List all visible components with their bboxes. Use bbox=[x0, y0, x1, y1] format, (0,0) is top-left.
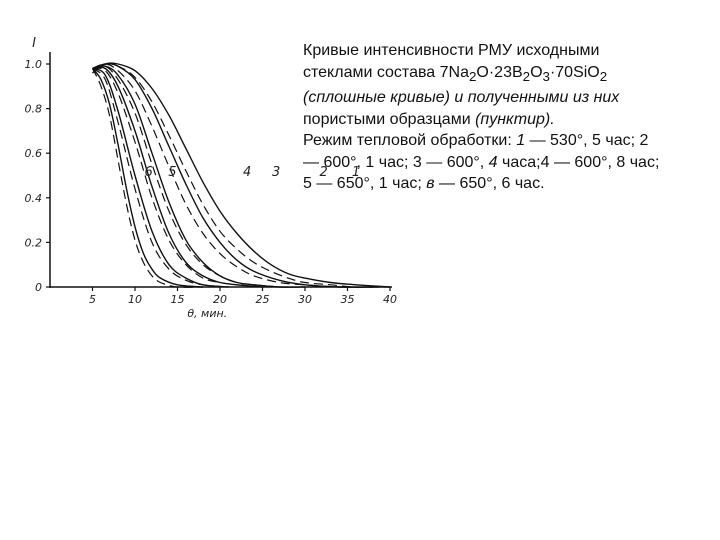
caption-subscript: 2 bbox=[468, 68, 477, 84]
y-axis-title: I bbox=[32, 36, 36, 51]
series-4-dashed-line bbox=[92, 67, 263, 288]
caption-text: O·23B bbox=[476, 63, 523, 81]
caption-text: 1 bbox=[516, 132, 526, 150]
curve-label-4: 4 bbox=[243, 165, 251, 180]
caption-text: часа;4 — 600°, 8 час; bbox=[497, 153, 660, 171]
caption-text: (сплошные кривые) и полученными из них bbox=[303, 89, 620, 107]
x-tick-label: 30 bbox=[298, 293, 312, 306]
curve-label-5: 5 bbox=[168, 165, 176, 180]
caption-line-1: Кривые интенсивности РМУ исходными bbox=[303, 40, 713, 62]
chart-series bbox=[91, 62, 391, 288]
x-tick-label: 15 bbox=[171, 293, 185, 306]
y-tick-label: 0.8 bbox=[25, 103, 43, 116]
x-tick-label: 10 bbox=[128, 293, 142, 306]
series-6-dashed-line bbox=[91, 68, 204, 288]
curve-label-2: 2 bbox=[320, 165, 328, 180]
caption-line-6: — 600°, 1 час; 3 — 600°, 4 часа;4 — 600°… bbox=[303, 152, 713, 174]
caption-text: Кривые интенсивности РМУ исходными bbox=[303, 42, 600, 59]
x-tick-label: 40 bbox=[383, 293, 397, 306]
caption-text: — 650°, 6 час. bbox=[434, 175, 545, 193]
curve-label-6: 6 bbox=[144, 165, 152, 180]
y-tick-label: 1.0 bbox=[25, 58, 43, 71]
caption-subscript: 3 bbox=[542, 68, 550, 84]
caption-subscript: 2 bbox=[599, 68, 608, 84]
caption-text: 4 bbox=[488, 153, 498, 171]
caption-line-7: 5 — 650°, 1 час; в — 650°, 6 час. bbox=[303, 173, 713, 195]
y-tick-label: 0.2 bbox=[25, 236, 43, 249]
caption-text: в bbox=[426, 175, 435, 193]
caption-line-2: стеклами состава 7Na2O·23B2O3·70SiO2 bbox=[303, 62, 713, 88]
x-tick-label: 5 bbox=[89, 293, 96, 306]
caption-text: (пунктир). bbox=[475, 110, 555, 128]
x-tick-label: 20 bbox=[213, 293, 227, 306]
series-3-dashed-line bbox=[92, 65, 280, 288]
x-tick-label: 35 bbox=[341, 293, 355, 306]
caption-text: пористыми образцами bbox=[303, 110, 476, 128]
caption-text: 5 — 650°, 1 час; bbox=[303, 175, 427, 193]
y-tick-label: 0.4 bbox=[25, 192, 43, 205]
x-axis-title: θ, мин. bbox=[187, 307, 227, 320]
caption-text: Режим тепловой обработки: bbox=[303, 132, 517, 150]
series-1-solid-line bbox=[92, 62, 391, 288]
y-tick-label: 0.6 bbox=[25, 147, 43, 160]
series-6-solid-line bbox=[91, 68, 204, 288]
caption-text: — 600°, 1 час; 3 — 600°, bbox=[303, 153, 489, 171]
series-3-solid-line bbox=[92, 65, 306, 288]
y-tick-label: 0 bbox=[35, 281, 42, 294]
curve-label-3: 3 bbox=[272, 165, 280, 180]
figure-caption: Кривые интенсивности РМУ исходными стекл… bbox=[303, 40, 713, 195]
x-tick-label: 25 bbox=[256, 293, 270, 306]
curve-label-1: 1 bbox=[352, 165, 360, 180]
caption-line-4: пористыми образцами (пунктир). bbox=[303, 109, 713, 131]
caption-text: — 530°, 5 час; 2 bbox=[525, 132, 649, 150]
caption-subscript: 2 bbox=[522, 68, 531, 84]
caption-text: ·70SiO bbox=[549, 63, 600, 81]
series-5-dashed-line bbox=[92, 68, 229, 288]
caption-text: O bbox=[530, 63, 543, 81]
series-5-solid-line bbox=[92, 67, 229, 288]
chart-labels: 1 2 3 4 5 6 bbox=[144, 165, 360, 180]
caption-text: стеклами состава 7Na bbox=[303, 63, 469, 81]
series-2-dashed-line bbox=[92, 63, 374, 288]
caption-line-3: (сплошные кривые) и полученными из них bbox=[303, 87, 713, 109]
series-1-dashed-line bbox=[92, 62, 391, 288]
caption-line-5: Режим тепловой обработки: 1 — 530°, 5 ча… bbox=[303, 130, 713, 152]
